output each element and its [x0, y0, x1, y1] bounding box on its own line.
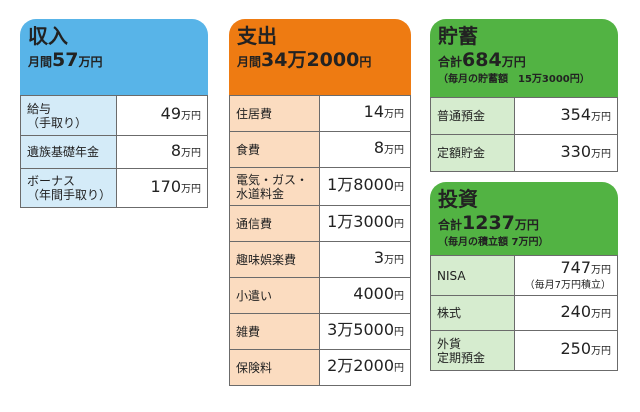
expense-row-label: 保険料: [230, 350, 320, 385]
expense-row-label: 通信費: [230, 206, 320, 241]
income-header: 収入 月間57万円: [20, 19, 208, 95]
expense-row-label: 食費: [230, 132, 320, 167]
income-title: 収入: [28, 24, 68, 48]
expense-row-hobby: 趣味娯楽費 3万円: [230, 241, 410, 277]
savings-row-fixed-deposit: 定額貯金 330万円: [431, 134, 617, 171]
investment-row-value: 250万円: [515, 331, 617, 370]
income-card: 収入 月間57万円 給与 （手取り） 49万円 遺族基礎年金 8万円 ボーナス …: [20, 19, 208, 208]
expense-row-misc: 雑費 3万5000円: [230, 313, 410, 349]
investment-table: NISA 747万円 （毎月7万円積立） 株式 240万円 外貨 定期預金 25…: [430, 255, 618, 371]
income-row-label: ボーナス （年間手取り）: [21, 169, 117, 207]
expense-row-insurance: 保険料 2万2000円: [230, 349, 410, 385]
income-row-label: 給与 （手取り）: [21, 96, 117, 135]
expense-row-value: 1万8000円: [320, 168, 410, 205]
investment-total: 合計1237万円: [438, 212, 539, 234]
investment-row-label: 外貨 定期預金: [431, 331, 515, 370]
expense-row-allowance: 小遣い 4000円: [230, 277, 410, 313]
investment-row-label: NISA: [431, 256, 515, 295]
savings-total: 合計684万円: [438, 49, 526, 71]
expense-row-label: 住居費: [230, 96, 320, 131]
savings-row-value: 330万円: [515, 135, 617, 171]
savings-row-label: 普通預金: [431, 98, 515, 134]
income-table: 給与 （手取り） 49万円 遺族基礎年金 8万円 ボーナス （年間手取り） 17…: [20, 95, 208, 208]
expense-row-housing: 住居費 14万円: [230, 95, 410, 131]
savings-table: 普通預金 354万円 定額貯金 330万円: [430, 97, 618, 172]
expense-card: 支出 月間34万2000円 住居費 14万円 食費 8万円 電気・ガス・ 水道料…: [229, 19, 411, 386]
investment-row-value: 747万円 （毎月7万円積立）: [515, 256, 617, 295]
income-row-label: 遺族基礎年金: [21, 136, 117, 168]
savings-row-value: 354万円: [515, 98, 617, 134]
expense-row-label: 小遣い: [230, 278, 320, 313]
expense-title: 支出: [237, 24, 277, 48]
investment-row-value: 240万円: [515, 296, 617, 330]
savings-row-label: 定額貯金: [431, 135, 515, 171]
savings-title: 貯蓄: [438, 24, 478, 48]
expense-header: 支出 月間34万2000円: [229, 19, 411, 95]
expense-row-value: 14万円: [320, 96, 410, 131]
savings-monthly-note: （毎月の貯蓄額 15万3000円）: [438, 74, 590, 85]
investment-card: 投資 合計1237万円 （毎月の積立額 7万円） NISA 747万円 （毎月7…: [430, 182, 618, 371]
expense-row-food: 食費 8万円: [230, 131, 410, 167]
expense-row-utilities: 電気・ガス・ 水道料金 1万8000円: [230, 167, 410, 205]
investment-row-label: 株式: [431, 296, 515, 330]
expense-table: 住居費 14万円 食費 8万円 電気・ガス・ 水道料金 1万8000円 通信費 …: [229, 95, 411, 386]
expense-row-value: 1万3000円: [320, 206, 410, 241]
income-row-value: 170万円: [117, 169, 207, 207]
investment-row-foreign-deposit: 外貨 定期預金 250万円: [431, 330, 617, 370]
nisa-monthly-note: （毎月7万円積立）: [524, 280, 611, 291]
savings-card: 貯蓄 合計684万円 （毎月の貯蓄額 15万3000円） 普通預金 354万円 …: [430, 19, 618, 172]
income-row-value: 49万円: [117, 96, 207, 135]
savings-row-ordinary-deposit: 普通預金 354万円: [431, 97, 617, 134]
income-row-pension: 遺族基礎年金 8万円: [21, 135, 207, 168]
expense-row-value: 8万円: [320, 132, 410, 167]
expense-total: 月間34万2000円: [237, 49, 372, 71]
investment-row-nisa: NISA 747万円 （毎月7万円積立）: [431, 255, 617, 295]
investment-monthly-note: （毎月の積立額 7万円）: [438, 237, 549, 248]
income-total: 月間57万円: [28, 49, 103, 71]
savings-header: 貯蓄 合計684万円 （毎月の貯蓄額 15万3000円）: [430, 19, 618, 97]
expense-row-label: 趣味娯楽費: [230, 242, 320, 277]
expense-row-value: 3万5000円: [320, 314, 410, 349]
income-row-salary: 給与 （手取り） 49万円: [21, 95, 207, 135]
investment-header: 投資 合計1237万円 （毎月の積立額 7万円）: [430, 182, 618, 255]
investment-row-stocks: 株式 240万円: [431, 295, 617, 330]
expense-row-label: 電気・ガス・ 水道料金: [230, 168, 320, 205]
expense-row-value: 2万2000円: [320, 350, 410, 385]
expense-row-label: 雑費: [230, 314, 320, 349]
expense-row-value: 4000円: [320, 278, 410, 313]
expense-row-value: 3万円: [320, 242, 410, 277]
income-row-value: 8万円: [117, 136, 207, 168]
investment-title: 投資: [438, 187, 478, 211]
income-row-bonus: ボーナス （年間手取り） 170万円: [21, 168, 207, 207]
expense-row-telecom: 通信費 1万3000円: [230, 205, 410, 241]
